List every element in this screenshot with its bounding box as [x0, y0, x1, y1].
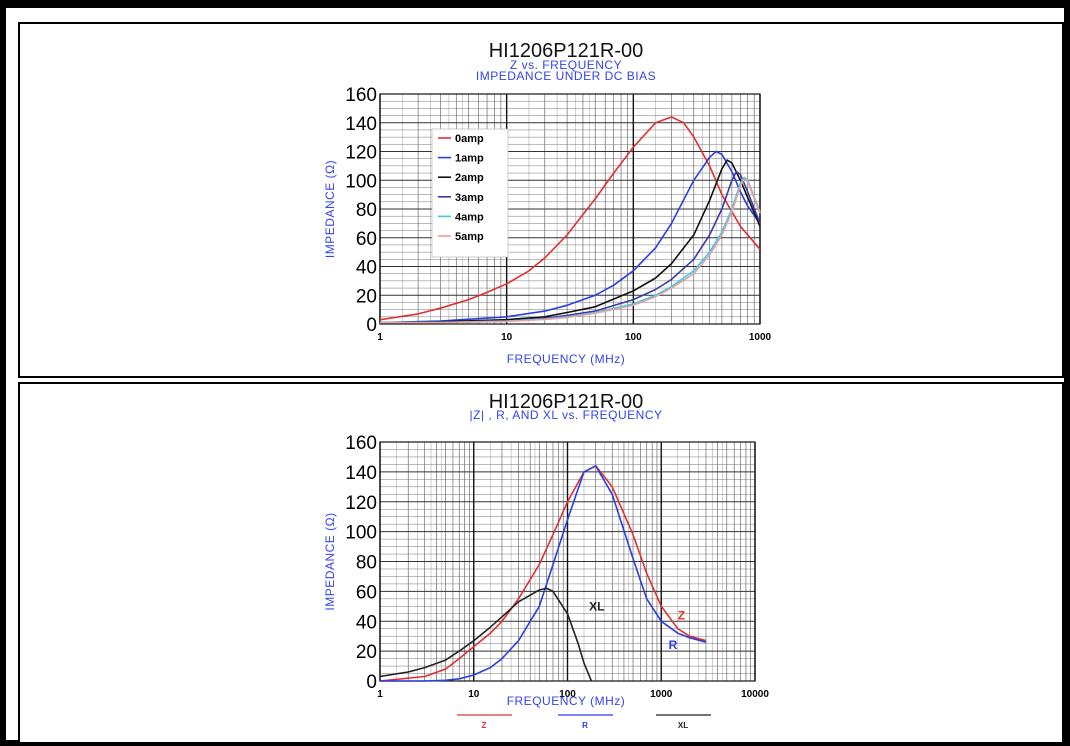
legend-label: 1amp — [455, 153, 484, 165]
bottom-legend-label: XL — [678, 721, 688, 730]
y-tick-label: 160 — [345, 85, 377, 106]
y-axis-label: IMPEDANCE (Ω) — [323, 512, 337, 610]
x-tick-label: 10 — [468, 689, 480, 700]
x-tick-label: 1000 — [749, 332, 772, 343]
curve-label-z: Z — [678, 608, 685, 622]
y-tick-label: 20 — [356, 642, 377, 663]
y-tick-label: 120 — [345, 493, 377, 514]
chart-panel-bias: HI1206P121R-00 Z vs. FREQUENCY IMPEDANCE U… — [18, 22, 1064, 378]
y-tick-label: 100 — [345, 523, 377, 544]
series-line-1amp — [379, 150, 761, 324]
series-line-r — [380, 465, 707, 682]
chart-subtitle: |Z| , R, AND XL vs. FREQUENCY — [470, 408, 663, 422]
plot-border — [379, 93, 761, 325]
y-tick-label: 40 — [356, 258, 377, 279]
series-line-xl — [379, 587, 593, 682]
curve-label-r: R — [669, 638, 678, 652]
legend: 0amp 1amp 2amp 3amp 4amp 5amp — [431, 128, 509, 258]
legend-label: 0amp — [455, 133, 484, 145]
chart-panel-zrx: HI1206P121R-00 |Z| , R, AND XL vs. FREQUE… — [18, 382, 1064, 744]
bottom-legend-label: R — [582, 721, 588, 730]
chart-title: HI1206P121R-00 — [489, 40, 644, 62]
series-line-2amp — [379, 159, 761, 324]
legend-label: 5amp — [455, 231, 484, 243]
x-tick-label: 1000 — [650, 689, 673, 700]
y-tick-label: 60 — [356, 582, 377, 603]
legend-label: 2amp — [455, 172, 484, 184]
y-tick-label: 120 — [345, 143, 377, 164]
x-tick-label: 100 — [559, 689, 576, 700]
x-tick-label: 1 — [377, 332, 383, 343]
y-tick-label: 40 — [356, 612, 377, 633]
x-axis-label: FREQUENCY (MHz) — [507, 352, 626, 366]
y-tick-label: 60 — [356, 229, 377, 250]
bottom-legend: Z R XL — [457, 714, 711, 730]
y-axis-label: IMPEDANCE (Ω) — [323, 160, 337, 258]
legend-label: 4amp — [455, 211, 484, 223]
y-tick-label: 0 — [366, 315, 377, 336]
y-tick-label: 100 — [345, 171, 377, 192]
legend-label: 3amp — [455, 192, 484, 204]
y-tick-label: 80 — [356, 553, 377, 574]
series-line-z — [379, 465, 707, 682]
y-tick-label: 140 — [345, 463, 377, 484]
x-tick-label: 100 — [625, 332, 642, 343]
y-tick-label: 0 — [366, 672, 377, 693]
y-tick-label: 20 — [356, 286, 377, 307]
y-tick-label: 140 — [345, 114, 377, 135]
series-line-5amp — [380, 178, 761, 324]
y-tick-label: 160 — [345, 433, 377, 454]
x-tick-label: 1 — [377, 689, 383, 700]
chart-title: HI1206P121R-00 — [489, 391, 644, 413]
x-tick-label: 10 — [501, 332, 513, 343]
chart-subtitle: Z vs. FREQUENCY — [510, 58, 622, 72]
chart-subtitle: IMPEDANCE UNDER DC BIAS — [476, 69, 656, 83]
y-tick-label: 80 — [356, 200, 377, 221]
plot-grid — [379, 441, 756, 682]
plot-border — [379, 441, 756, 682]
curve-label-xl: XL — [589, 599, 604, 613]
x-tick-label: 10000 — [741, 689, 769, 700]
bottom-legend-label: Z — [482, 721, 487, 730]
x-axis-label: FREQUENCY (MHz) — [507, 694, 626, 708]
chart-zrx-svg: HI1206P121R-00|Z| , R, AND XL vs. FREQUE… — [323, 391, 769, 730]
